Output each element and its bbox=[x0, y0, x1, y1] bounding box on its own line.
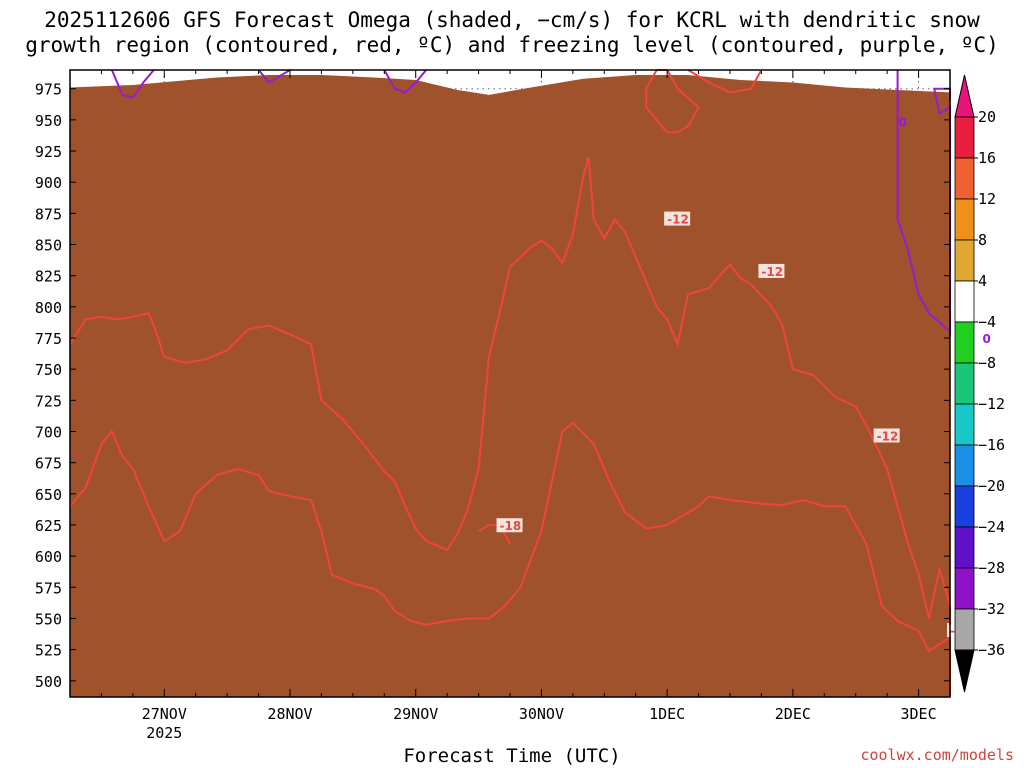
colorbar-band-0 bbox=[954, 116, 975, 159]
x-tick-label-29NOV: 29NOV bbox=[393, 705, 438, 723]
x-tick-label-28NOV: 28NOV bbox=[267, 705, 312, 723]
x-tick-sublabel-27NOV: 2025 bbox=[146, 724, 182, 742]
colorbar-band-8 bbox=[954, 444, 975, 487]
y-tick-label-700: 700 bbox=[35, 423, 62, 441]
dendritic-label-bg-4 bbox=[758, 263, 785, 278]
colorbar-label-11: −28 bbox=[978, 559, 1005, 577]
dendritic-label-bg-1 bbox=[496, 518, 523, 533]
ground-terrain bbox=[70, 74, 950, 697]
dendritic-contour-2 bbox=[69, 157, 951, 625]
freezing-contour-label-1: 0 bbox=[982, 332, 990, 346]
colorbar-label-3: 8 bbox=[978, 231, 987, 249]
y-tick-label-750: 750 bbox=[35, 361, 62, 379]
freezing-contour-0 bbox=[110, 69, 155, 99]
freezing-contour-label-0: 0 bbox=[899, 115, 907, 129]
y-tick-label-800: 800 bbox=[35, 299, 62, 317]
colorbar-band-12 bbox=[954, 608, 975, 651]
dendritic-contour-1 bbox=[478, 524, 511, 545]
chart-title-line-1: 2025112606 GFS Forecast Omega (shaded, −… bbox=[44, 8, 980, 32]
dendritic-contour-0 bbox=[69, 421, 951, 697]
freezing-contour-1 bbox=[257, 69, 291, 84]
source-credit: coolwx.com/models bbox=[860, 746, 1014, 764]
x-tick-label-2DEC: 2DEC bbox=[775, 705, 811, 723]
colorbar-label-6: −8 bbox=[978, 354, 996, 372]
y-tick-label-925: 925 bbox=[35, 143, 62, 161]
colorbar-band-2 bbox=[954, 198, 975, 241]
colorbar-band-3 bbox=[954, 239, 975, 282]
y-tick-label-875: 875 bbox=[35, 205, 62, 223]
y-tick-label-625: 625 bbox=[35, 517, 62, 535]
y-tick-label-775: 775 bbox=[35, 330, 62, 348]
colorbar-band-11 bbox=[954, 567, 975, 610]
colorbar-label-4: 4 bbox=[978, 272, 987, 290]
y-tick-label-650: 650 bbox=[35, 486, 62, 504]
colorbar-top-arrow bbox=[954, 74, 975, 118]
ground-area bbox=[70, 74, 950, 697]
y-tick-label-550: 550 bbox=[35, 610, 62, 628]
colorbar-label-10: −24 bbox=[978, 518, 1005, 536]
y-tick-label-950: 950 bbox=[35, 112, 62, 130]
colorbar-label-8: −16 bbox=[978, 436, 1005, 454]
x-tick-label-27NOV: 27NOV bbox=[142, 705, 187, 723]
colorbar-band-10 bbox=[954, 526, 975, 569]
colorbar-bottom-arrow bbox=[954, 649, 975, 693]
y-tick-label-850: 850 bbox=[35, 237, 62, 255]
colorbar-label-5: −4 bbox=[978, 313, 996, 331]
dendritic-contour-4 bbox=[687, 69, 763, 94]
colorbar-band-5 bbox=[954, 321, 975, 364]
colorbar-band-9 bbox=[954, 485, 975, 528]
dendritic-contour-label-4: -12 bbox=[761, 265, 783, 279]
dendritic-contour-label-2: -12 bbox=[877, 429, 899, 443]
colorbar-label-13: −36 bbox=[978, 641, 1005, 659]
colorbar: 20 16 12 8 4 −4 −8 −12 −16 −20 −24 −28 −32 −36 bbox=[954, 74, 1005, 693]
colorbar-label-7: −12 bbox=[978, 395, 1005, 413]
dendritic-contour-3 bbox=[645, 69, 700, 134]
colorbar-band-4 bbox=[954, 280, 975, 323]
chart-title-line-2: growth region (contoured, red, ºC) and f… bbox=[25, 33, 999, 57]
y-tick-label-500: 500 bbox=[35, 673, 62, 691]
x-tick-label-30NOV: 30NOV bbox=[519, 705, 564, 723]
x-tick-label-1DEC: 1DEC bbox=[649, 705, 685, 723]
dendritic-contour-label-1: -18 bbox=[500, 519, 522, 533]
dendritic-label-bg-2 bbox=[873, 428, 900, 443]
y-tick-label-975: 975 bbox=[35, 81, 62, 99]
y-tick-label-600: 600 bbox=[35, 548, 62, 566]
y-tick-label-525: 525 bbox=[35, 642, 62, 660]
colorbar-band-6 bbox=[954, 362, 975, 405]
y-tick-label-725: 725 bbox=[35, 392, 62, 410]
y-tick-label-575: 575 bbox=[35, 579, 62, 597]
y-tick-label-675: 675 bbox=[35, 455, 62, 473]
colorbar-band-7 bbox=[954, 403, 975, 446]
colorbar-label-1: 16 bbox=[978, 149, 996, 167]
chart-title: 2025112606 GFS Forecast Omega (shaded, −… bbox=[0, 8, 1024, 58]
colorbar-label-2: 12 bbox=[978, 190, 996, 208]
dendritic-contour-label-3: -12 bbox=[667, 213, 689, 227]
colorbar-label-12: −32 bbox=[978, 600, 1005, 618]
freezing-contour-2 bbox=[383, 69, 427, 94]
y-axis: 500 525 550 575 600 625 650 675 700 725 750 775 800 8… bbox=[35, 81, 950, 691]
x-tick-label-3DEC: 3DEC bbox=[901, 705, 937, 723]
colorbar-label-0: 20 bbox=[978, 108, 996, 126]
dendritic-label-bg-3 bbox=[664, 211, 691, 226]
y-tick-label-825: 825 bbox=[35, 268, 62, 286]
colorbar-band-1 bbox=[954, 157, 975, 200]
y-tick-label-900: 900 bbox=[35, 174, 62, 192]
colorbar-label-9: −20 bbox=[978, 477, 1005, 495]
x-axis-label: Forecast Time (UTC) bbox=[403, 745, 621, 767]
